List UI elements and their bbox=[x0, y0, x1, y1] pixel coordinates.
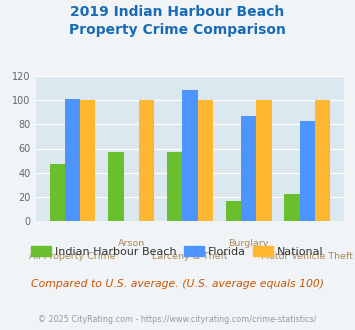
Bar bbox=[241, 116, 256, 221]
Text: Burglary: Burglary bbox=[229, 239, 269, 248]
Bar bbox=[108, 152, 124, 221]
Text: © 2025 CityRating.com - https://www.cityrating.com/crime-statistics/: © 2025 CityRating.com - https://www.city… bbox=[38, 315, 317, 324]
Bar bbox=[300, 121, 315, 221]
Text: All Property Crime: All Property Crime bbox=[29, 252, 116, 261]
Text: Arson: Arson bbox=[118, 239, 145, 248]
Bar bbox=[139, 100, 154, 221]
Text: Larceny & Theft: Larceny & Theft bbox=[152, 252, 228, 261]
Bar bbox=[256, 100, 272, 221]
Text: 2019 Indian Harbour Beach
Property Crime Comparison: 2019 Indian Harbour Beach Property Crime… bbox=[69, 5, 286, 37]
Bar bbox=[80, 100, 95, 221]
Legend: Indian Harbour Beach, Florida, National: Indian Harbour Beach, Florida, National bbox=[27, 242, 328, 261]
Bar bbox=[284, 194, 300, 221]
Bar bbox=[65, 99, 80, 221]
Bar bbox=[167, 152, 182, 221]
Text: Compared to U.S. average. (U.S. average equals 100): Compared to U.S. average. (U.S. average … bbox=[31, 279, 324, 289]
Bar bbox=[315, 100, 330, 221]
Text: Motor Vehicle Theft: Motor Vehicle Theft bbox=[261, 252, 354, 261]
Bar bbox=[226, 201, 241, 221]
Bar bbox=[182, 90, 198, 221]
Bar bbox=[198, 100, 213, 221]
Bar bbox=[50, 164, 65, 221]
